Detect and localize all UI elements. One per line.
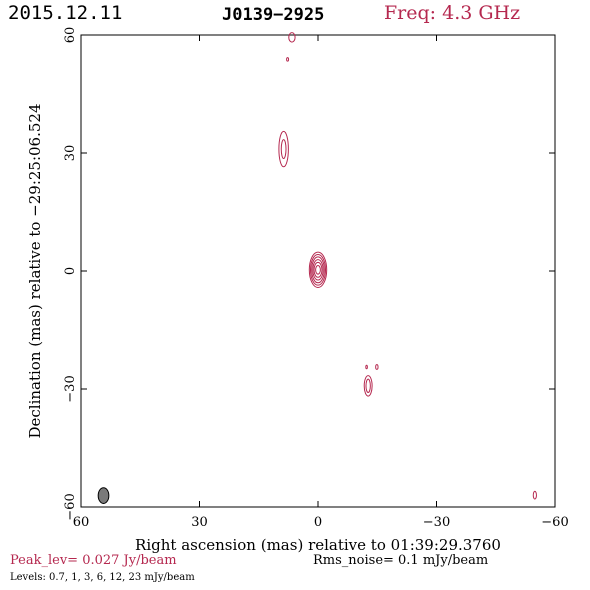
contour-1-mjy [365,378,371,394]
x-tick-label: 0 [314,515,322,530]
contour-6-mjy [312,259,324,281]
y-tick-label: 60 [63,27,78,44]
contour-0.7-mjy [286,57,290,62]
x-tick-label: −30 [423,515,450,530]
contour-levels: Levels: 0.7, 1, 3, 6, 12, 23 mJy/beam [10,572,195,583]
contour-0.7-mjy [278,130,289,168]
x-tick-label: −60 [541,515,568,530]
contour-1-mjy [309,253,327,286]
x-tick-label: 60 [73,515,90,530]
contour-1-mjy [280,139,287,160]
x-tick-label: 30 [191,515,208,530]
contour-0.7-mjy [532,490,537,500]
contour-layer [278,32,537,500]
peak-level: Peak_lev= 0.027 Jy/beam [10,553,177,568]
y-axis-label: Declination (mas) relative to −29:25:06.… [26,103,44,438]
x-axis-label: Right ascension (mas) relative to 01:39:… [135,536,501,554]
contour-3-mjy [311,256,325,284]
contour-0.7-mjy [363,375,373,397]
beam-ellipse [97,487,110,504]
source-name: J0139−2925 [222,5,325,25]
contour-12-mjy [313,261,323,278]
y-tick-label: −60 [63,493,78,520]
y-tick-label: 0 [63,267,78,275]
y-tick-label: 30 [63,145,78,162]
y-tick-label: −30 [63,375,78,402]
plot-frame [80,34,556,508]
observation-date: 2015.12.11 [8,2,123,24]
contour-0.7-mjy [375,364,379,370]
tick-marks [80,34,556,508]
rms-noise: Rms_noise= 0.1 mJy/beam [313,553,489,568]
contour-0.7-mjy [308,251,328,289]
contour-0.7-mjy [288,32,296,43]
frequency-label: Freq: 4.3 GHz [384,2,521,24]
contour-23-mjy [315,264,321,275]
contour-0.7-mjy [365,364,368,370]
beam-layer [97,487,110,504]
